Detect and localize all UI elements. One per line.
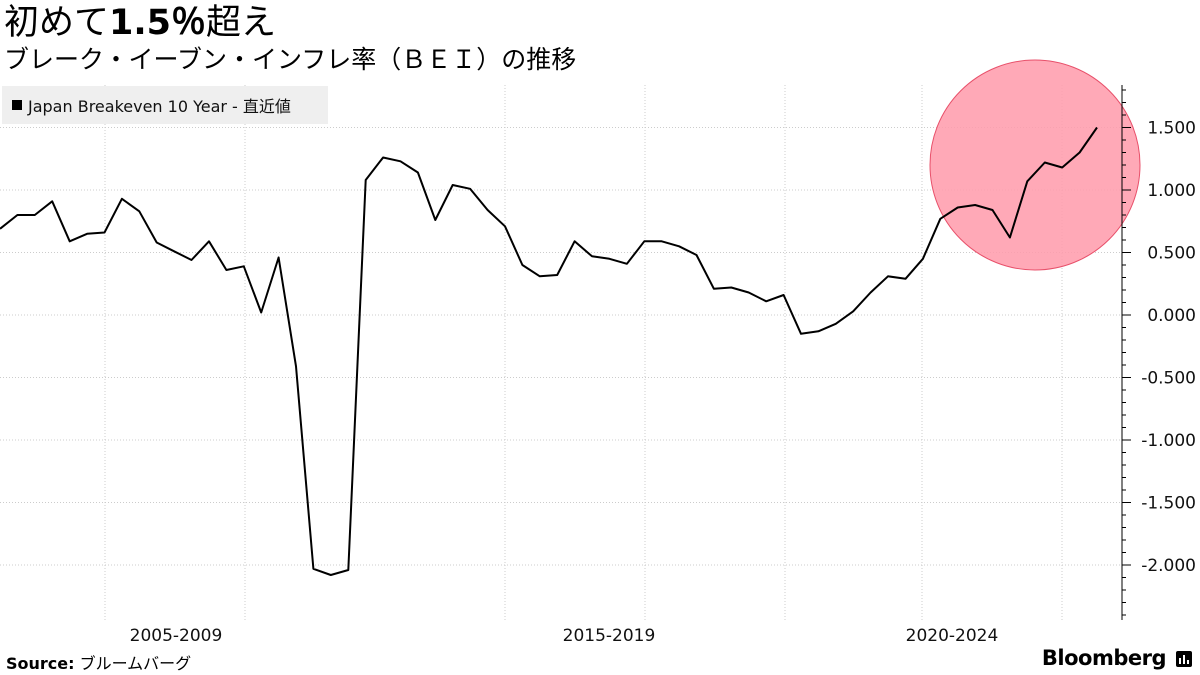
y-tick-label: -0.500 [1141, 369, 1196, 389]
gridlines [0, 85, 1122, 620]
y-tick-label: -1.000 [1141, 431, 1196, 451]
highlight-circle-shape [929, 59, 1141, 271]
x-tick-label: 2005-2009 [130, 626, 223, 646]
series-line [0, 126, 1098, 576]
chart-subtitle: ブレーク・イーブン・インフレ率（ＢＥＩ）の推移 [4, 45, 577, 74]
source-note: Source: ブルームバーグ [6, 654, 192, 673]
series-group [0, 126, 1098, 576]
bloomberg-terminal-icon [1176, 651, 1192, 667]
y-tick-label: -1.500 [1141, 494, 1196, 514]
y-tick-label: 0.000 [1147, 306, 1196, 326]
x-axis-labels: 2005-2009 2015-2019 2020-2024 [130, 626, 999, 646]
y-tick-label: -2.000 [1141, 556, 1196, 576]
x-tick-label: 2015-2019 [563, 626, 656, 646]
y-axis: 1.500 1.000 0.500 0.000 -0.500 -1.000 -1.500 -2… [1121, 85, 1196, 620]
y-tick-label: 1.500 [1147, 119, 1196, 139]
bloomberg-logo: Bloomberg [1041, 646, 1167, 670]
x-tick-label: 2020-2024 [906, 626, 999, 646]
legend-label: Japan Breakeven 10 Year - 直近値 [28, 97, 291, 116]
legend-swatch [12, 100, 22, 110]
legend: Japan Breakeven 10 Year - 直近値 [2, 86, 328, 124]
highlight-circle [929, 59, 1141, 271]
chart-title: 初めて1.5％超え [4, 3, 277, 43]
y-tick-label: 0.500 [1147, 244, 1196, 264]
y-tick-label: 1.000 [1147, 181, 1196, 201]
